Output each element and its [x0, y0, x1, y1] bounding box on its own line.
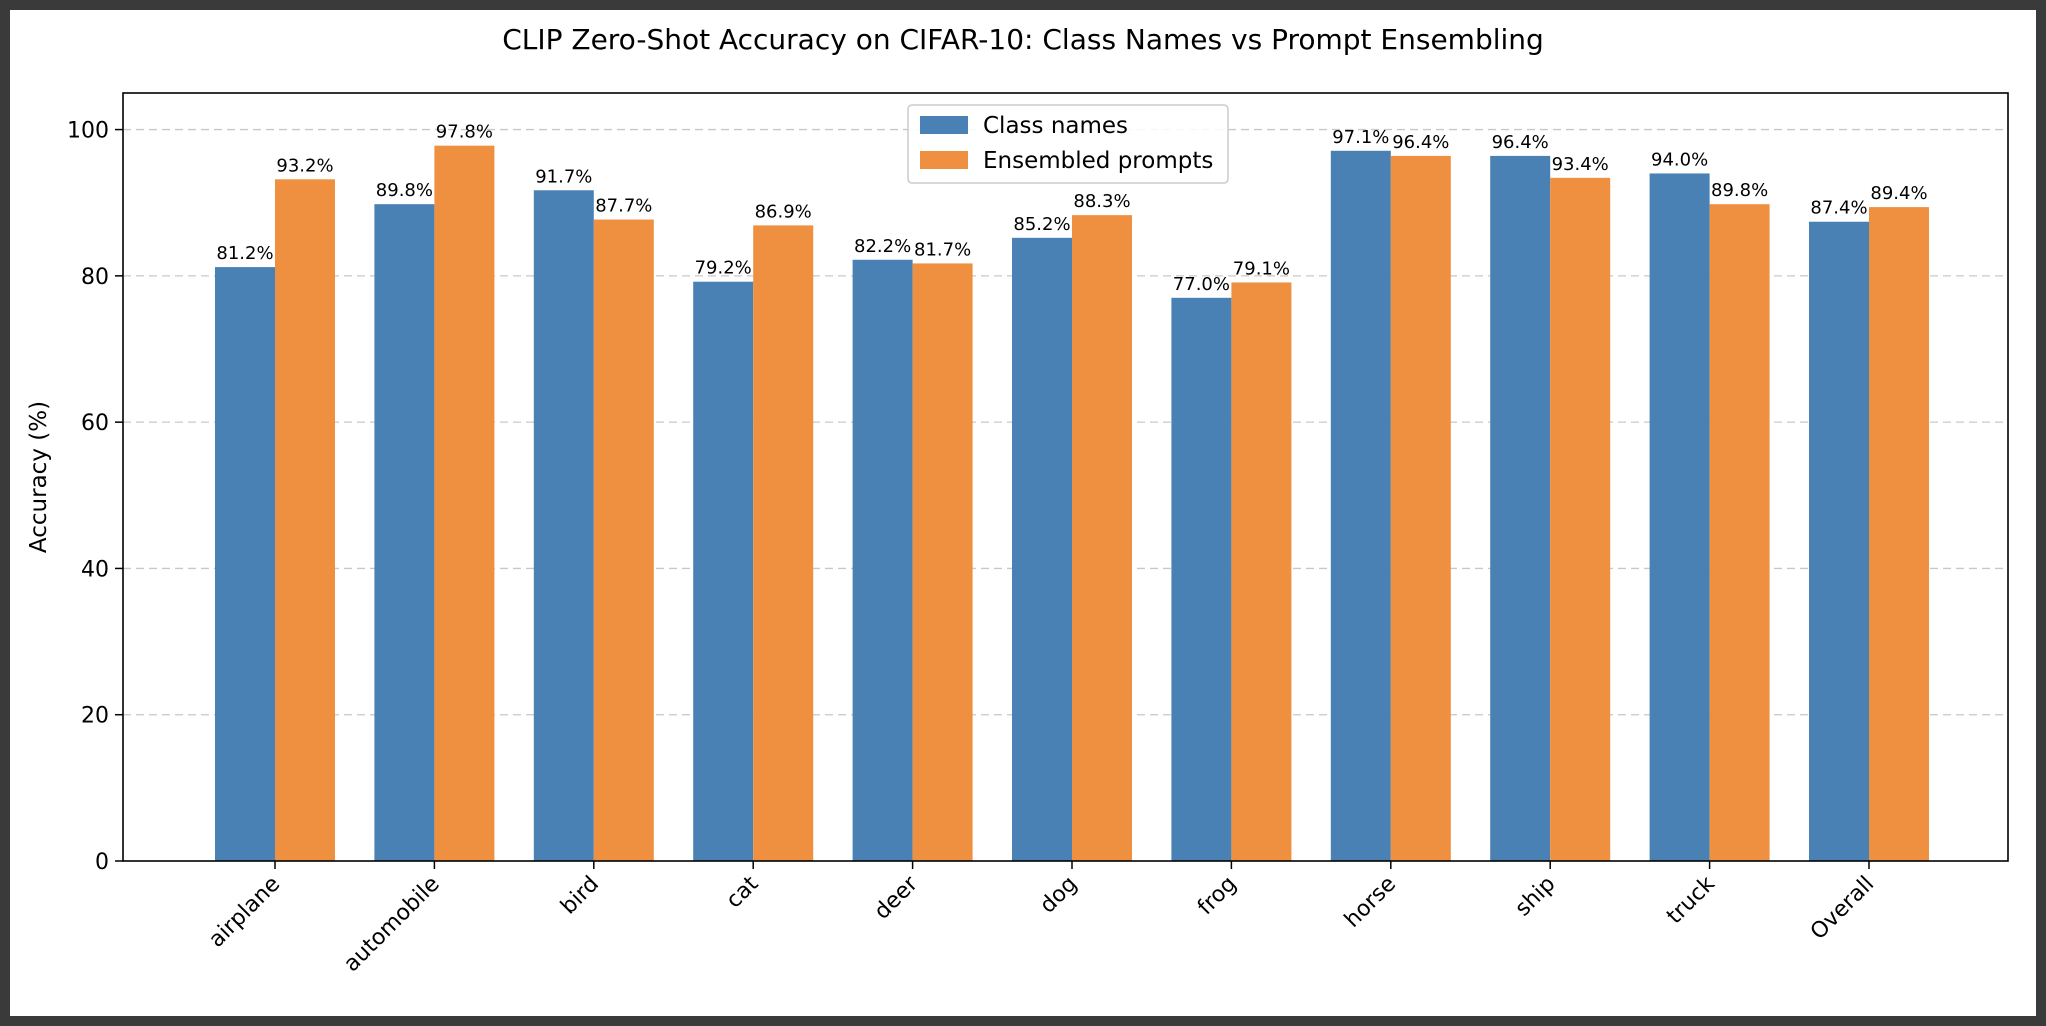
value-label-bird-ensembled-prompts: 87.7%	[595, 196, 652, 217]
bar-airplane-class-names	[215, 267, 275, 862]
bar-deer-ensembled-prompts	[912, 263, 973, 861]
value-label-horse-class-names: 97.1%	[1332, 127, 1389, 148]
value-label-frog-ensembled-prompts: 79.1%	[1233, 258, 1290, 279]
bar-truck-class-names	[1649, 173, 1710, 861]
value-label-dog-ensembled-prompts: 88.3%	[1073, 191, 1130, 212]
bar-horse-ensembled-prompts	[1390, 155, 1451, 862]
legend-swatch-ensembled-prompts	[920, 151, 968, 169]
bar-automobile-ensembled-prompts	[434, 145, 495, 862]
legend-box	[907, 104, 1229, 184]
value-label-ship-ensembled-prompts: 93.4%	[1552, 154, 1609, 175]
value-label-frog-class-names: 77.0%	[1173, 274, 1230, 295]
bar-overall-ensembled-prompts	[1869, 207, 1929, 862]
value-label-airplane-class-names: 81.2%	[216, 243, 273, 264]
legend: Class names Ensembled prompts	[907, 104, 1229, 184]
plot-area-border	[122, 92, 2009, 862]
x-tick-label-cat: cat	[722, 871, 764, 913]
x-tick-label-deer: deer	[870, 871, 924, 925]
bar-ship-ensembled-prompts	[1550, 177, 1611, 862]
bar-truck-ensembled-prompts	[1709, 204, 1770, 862]
bar-overall-class-names	[1809, 221, 1869, 861]
x-tick-label-truck: truck	[1662, 871, 1720, 929]
legend-label-class-names: Class names	[983, 113, 1128, 139]
bar-dog-ensembled-prompts	[1072, 215, 1132, 862]
value-label-automobile-class-names: 89.8%	[376, 180, 433, 201]
value-label-truck-class-names: 94.0%	[1651, 149, 1708, 170]
bar-chart: CLIP Zero-Shot Accuracy on CIFAR-10: Cla…	[26, 23, 2009, 977]
y-tick-label-100: 100	[67, 119, 109, 144]
bar-dog-class-names	[1012, 237, 1072, 861]
value-label-deer-ensembled-prompts: 81.7%	[914, 239, 971, 260]
chart-title: CLIP Zero-Shot Accuracy on CIFAR-10: Cla…	[502, 23, 1544, 56]
legend-label-ensembled-prompts: Ensembled prompts	[983, 148, 1213, 174]
bar-automobile-class-names	[374, 204, 435, 862]
value-label-bird-class-names: 91.7%	[535, 166, 592, 187]
value-label-automobile-ensembled-prompts: 97.8%	[436, 122, 493, 143]
y-tick-label-0: 0	[95, 850, 109, 875]
y-tick-label-40: 40	[81, 557, 109, 582]
value-label-truck-ensembled-prompts: 89.8%	[1711, 180, 1768, 201]
y-axis-ticks: 0 20 40 60 80 100	[67, 119, 123, 875]
x-tick-label-airplane: airplane	[204, 872, 285, 953]
bar-cat-ensembled-prompts	[753, 225, 814, 862]
bar-bird-class-names	[533, 190, 594, 861]
chart-frame: CLIP Zero-Shot Accuracy on CIFAR-10: Cla…	[10, 10, 2036, 1016]
x-tick-label-overall: Overall	[1806, 872, 1879, 945]
value-label-horse-ensembled-prompts: 96.4%	[1392, 132, 1449, 153]
value-label-deer-class-names: 82.2%	[854, 236, 911, 257]
bar-frog-ensembled-prompts	[1231, 282, 1292, 861]
bars	[215, 145, 1929, 862]
value-label-overall-ensembled-prompts: 89.4%	[1870, 183, 1927, 204]
y-axis-label: Accuracy (%)	[26, 401, 52, 553]
y-tick-label-60: 60	[81, 411, 109, 436]
bar-ship-class-names	[1490, 155, 1551, 862]
value-label-overall-class-names: 87.4%	[1810, 198, 1867, 219]
value-label-cat-ensembled-prompts: 86.9%	[755, 201, 812, 222]
y-tick-label-20: 20	[81, 704, 109, 729]
x-tick-label-horse: horse	[1340, 872, 1401, 933]
x-axis-ticks: airplane automobile bird cat deer dog frog hors…	[204, 861, 1879, 977]
value-label-dog-class-names: 85.2%	[1013, 214, 1070, 235]
x-tick-label-ship: ship	[1511, 872, 1561, 922]
x-tick-label-bird: bird	[556, 872, 604, 920]
bar-frog-class-names	[1171, 297, 1232, 861]
bar-bird-ensembled-prompts	[593, 219, 654, 862]
value-label-airplane-ensembled-prompts: 93.2%	[276, 155, 333, 176]
legend-swatch-class-names	[920, 116, 968, 134]
x-tick-label-frog: frog	[1193, 872, 1242, 921]
bar-horse-class-names	[1330, 150, 1391, 862]
value-label-ship-class-names: 96.4%	[1492, 132, 1549, 153]
value-labels: 81.2% 93.2% 89.8% 97.8% 91.7%87.7% 79.2% 86.9%…	[216, 122, 1927, 295]
bar-cat-class-names	[693, 281, 754, 861]
x-tick-label-dog: dog	[1035, 872, 1082, 919]
x-tick-label-automobile: automobile	[339, 872, 444, 977]
bar-deer-class-names	[852, 259, 913, 861]
bar-airplane-ensembled-prompts	[275, 179, 335, 861]
value-label-cat-class-names: 79.2%	[695, 258, 752, 279]
y-tick-label-80: 80	[81, 265, 109, 290]
